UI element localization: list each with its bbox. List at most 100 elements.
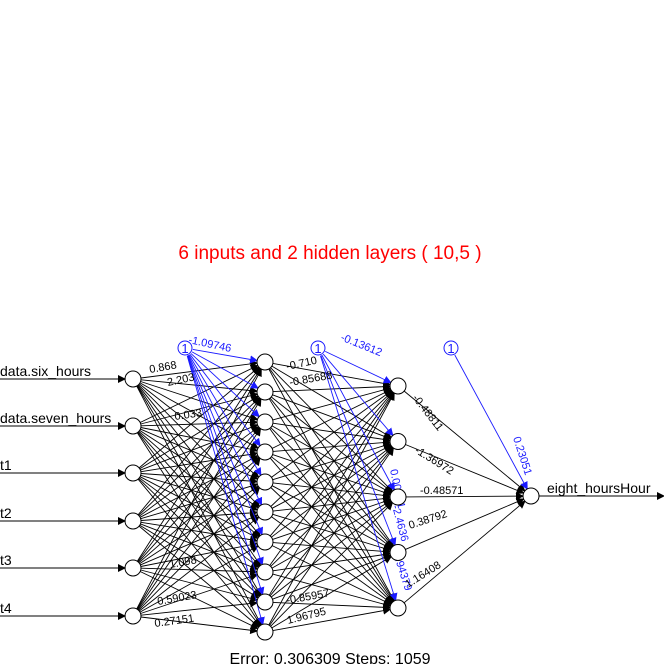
edge-input-hidden1 [140, 571, 259, 630]
edge-input-hidden1 [140, 514, 259, 566]
weight-label: 0.27151 [154, 613, 195, 630]
weight-label: 1.96795 [286, 606, 327, 627]
edge-input-hidden1 [140, 423, 259, 471]
edge-hidden1-hidden2 [272, 442, 392, 481]
input-label: data.seven_hours [0, 410, 111, 426]
edge-hidden1-hidden2 [268, 392, 395, 626]
edge-hidden1-hidden2 [271, 445, 393, 538]
edge-input-hidden1 [139, 524, 260, 599]
bias-node [443, 340, 459, 356]
neuron-node [256, 563, 274, 581]
edge-input-hidden1 [139, 426, 260, 517]
edge-hidden1-hidden2 [270, 367, 394, 493]
edge-hidden1-hidden2 [271, 365, 392, 438]
edge-input-hidden1 [139, 516, 260, 612]
bias-node-label: 1 [181, 341, 188, 356]
edge-input-hidden1 [138, 431, 261, 567]
edge-input-hidden1 [140, 428, 259, 480]
edge-input-hidden1 [138, 384, 261, 508]
weight-label: -0.13612 [339, 332, 384, 359]
edge-hidden1-hidden2 [272, 542, 391, 556]
edge-hidden1-hidden2 [272, 482, 392, 500]
edge-input-hidden1 [137, 397, 261, 562]
weight-label: -0.48811 [410, 392, 446, 433]
neuron-node [256, 623, 274, 641]
edge-hidden2-output [403, 500, 526, 604]
weight-label: -0.710 [285, 355, 318, 373]
edge-bias-hidden2 [322, 353, 394, 437]
edge-bias-hidden2 [320, 355, 397, 546]
edge-hidden2-output [403, 390, 526, 492]
edge-hidden1-hidden2 [272, 382, 391, 393]
edge-hidden1-hidden2 [269, 457, 394, 603]
neuron-node [256, 533, 274, 551]
edge-input-hidden1 [138, 427, 261, 563]
input-label: t1 [0, 457, 12, 473]
edge-bias-hidden1 [188, 354, 262, 476]
edge-bias-hidden1 [190, 353, 260, 418]
edge-input-hidden1 [136, 385, 262, 626]
edge-bias-hidden1 [187, 355, 264, 566]
edge-hidden1-hidden2 [272, 573, 392, 608]
edge-input-hidden1 [140, 473, 258, 486]
edge-hidden1-hidden2 [272, 438, 391, 452]
edge-bias-hidden1 [189, 354, 261, 447]
edge-hidden1-hidden2 [270, 487, 393, 604]
weight-edges [136, 359, 526, 635]
edge-hidden1-hidden2 [269, 391, 394, 566]
edge-input-hidden1 [139, 430, 260, 509]
edge-bias-hidden1 [191, 351, 259, 389]
edge-hidden1-hidden2 [268, 391, 395, 596]
weight-label: 2.203 [166, 371, 195, 388]
edge-input-hidden1 [140, 391, 259, 425]
edge-hidden1-hidden2 [272, 498, 392, 540]
neuron-node [256, 593, 274, 611]
edge-input-hidden1 [139, 485, 260, 564]
neuron-node [124, 559, 142, 577]
edge-hidden1-hidden2 [271, 485, 392, 550]
neuron-node [256, 473, 274, 491]
input-label: t3 [0, 552, 12, 568]
edge-input-hidden1 [140, 540, 259, 567]
edge-input-hidden1 [136, 398, 262, 610]
edge-input-hidden1 [140, 359, 259, 379]
edge-input-hidden1 [139, 545, 259, 613]
edge-input-hidden1 [140, 427, 259, 454]
edge-hidden2-output [405, 498, 525, 550]
neuron-node [389, 544, 407, 561]
neuron-node [256, 383, 274, 401]
edge-hidden1-hidden2 [269, 368, 394, 547]
edge-input-hidden1 [140, 616, 259, 635]
neuron-node [124, 607, 142, 625]
edge-input-hidden1 [140, 418, 258, 427]
weight-label: 0.033 [174, 407, 203, 423]
weight-label: 1.098 [168, 554, 197, 571]
edge-input-hidden1 [139, 476, 259, 539]
weight-label: 0.59023 [156, 589, 197, 608]
edge-hidden1-hidden2 [268, 368, 395, 602]
edge-input-hidden1 [137, 478, 261, 627]
edge-hidden1-hidden2 [272, 494, 392, 512]
weight-label: -0.85688 [288, 370, 333, 389]
edge-hidden1-hidden2 [269, 391, 394, 537]
output-label: eight_hoursHour [547, 480, 651, 496]
edge-bias-hidden1 [188, 355, 263, 506]
edge-input-hidden1 [137, 432, 261, 597]
neuron-node [256, 443, 274, 461]
edge-input-hidden1 [136, 367, 262, 562]
edge-hidden1-hidden2 [270, 446, 394, 567]
neuron-node [389, 599, 407, 617]
edge-input-hidden1 [137, 457, 261, 611]
edge-input-hidden1 [137, 384, 261, 537]
edge-input-hidden1 [138, 525, 260, 628]
neuron-node [389, 488, 407, 506]
edge-input-hidden1 [137, 385, 262, 567]
bias-node [310, 340, 326, 356]
neuron-node [124, 464, 142, 482]
input-label: t2 [0, 505, 12, 521]
edge-input-hidden1 [140, 364, 259, 423]
edge-hidden1-hidden2 [270, 427, 394, 548]
edge-hidden1-hidden2 [271, 396, 393, 493]
edge-input-hidden1 [136, 432, 262, 627]
edge-bias-hidden1 [192, 348, 259, 364]
